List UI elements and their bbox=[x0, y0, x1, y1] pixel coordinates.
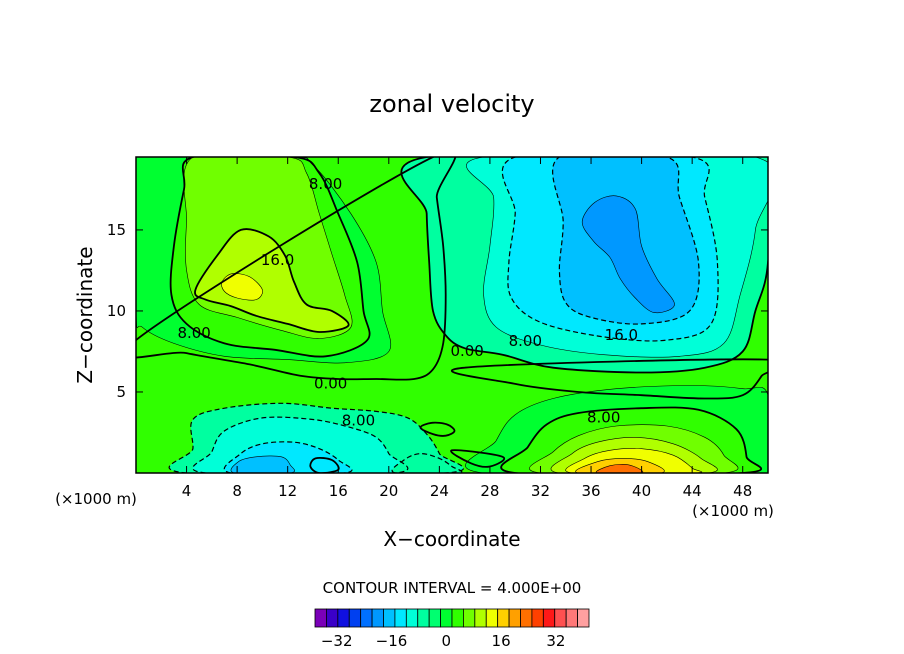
contour-label-5: 0.00 bbox=[450, 342, 483, 360]
colorbar-swatch-17 bbox=[508, 608, 521, 628]
contour-line-11 bbox=[595, 463, 644, 473]
colorbar-swatch-1 bbox=[326, 608, 339, 628]
colorbar-tick-label-0: −32 bbox=[321, 632, 353, 650]
colorbar-tick-label-1: −16 bbox=[376, 632, 408, 650]
colorbar-swatch-16 bbox=[497, 608, 510, 628]
contour-field bbox=[136, 157, 768, 473]
colorbar-tick-label-3: 16 bbox=[492, 632, 511, 650]
contour-line-26 bbox=[309, 457, 340, 473]
contour-line-3 bbox=[194, 228, 350, 333]
contour-line-23 bbox=[451, 358, 768, 400]
colorbar-swatch-3 bbox=[348, 608, 362, 628]
colorbar-swatch-22 bbox=[565, 608, 578, 628]
x-tick-label-9: 40 bbox=[632, 482, 651, 500]
x-tick-label-0: 4 bbox=[182, 482, 192, 500]
contour-label-8: 8.00 bbox=[587, 408, 620, 426]
y-tick-label-0: 5 bbox=[116, 383, 126, 401]
x-tick-label-10: 44 bbox=[683, 482, 702, 500]
contour-line-1 bbox=[169, 157, 371, 358]
x-tick-label-7: 32 bbox=[531, 482, 550, 500]
colorbar-swatch-6 bbox=[383, 608, 396, 628]
colorbar-swatch-5 bbox=[371, 608, 384, 628]
contour-line-4 bbox=[221, 273, 263, 301]
colorbar-tick-label-2: 0 bbox=[442, 632, 452, 650]
contour-label-0: 8.00 bbox=[309, 175, 342, 193]
colorbar-swatch-4 bbox=[360, 608, 373, 628]
colorbar-swatch-14 bbox=[474, 608, 487, 628]
colorbar-swatch-8 bbox=[405, 608, 419, 628]
x-axis-label: X−coordinate bbox=[383, 527, 520, 551]
colorbar-swatch-15 bbox=[485, 608, 499, 628]
contour-line-16 bbox=[581, 195, 675, 314]
colorbar-swatch-2 bbox=[337, 608, 350, 628]
colorbar-swatch-20 bbox=[542, 608, 556, 628]
colorbar-swatch-18 bbox=[520, 608, 533, 628]
x-tick-label-6: 28 bbox=[480, 482, 499, 500]
contour-line-8 bbox=[550, 436, 718, 473]
contour-line-20 bbox=[230, 455, 295, 473]
colorbar-swatch-11 bbox=[440, 608, 453, 628]
contour-line-10 bbox=[575, 458, 665, 473]
contour-label-4: 8.00 bbox=[342, 412, 375, 430]
contour-label-1: 16.0 bbox=[261, 251, 294, 269]
contour-label-3: 0.00 bbox=[314, 374, 347, 392]
contour-line-19 bbox=[223, 441, 353, 473]
contour-fill-4 bbox=[221, 273, 263, 301]
x-unit-label: (×1000 m) bbox=[55, 490, 137, 508]
contour-line-17 bbox=[168, 402, 465, 473]
colorbar-swatch-9 bbox=[417, 608, 430, 628]
contour-label-6: 8.00 bbox=[509, 332, 542, 350]
colorbar-swatch-23 bbox=[577, 608, 590, 628]
contour-line-6 bbox=[500, 406, 762, 473]
y-axis-label: Z−coordinate bbox=[73, 246, 97, 383]
contour-line-15 bbox=[552, 157, 700, 325]
x-tick-label-1: 8 bbox=[232, 482, 242, 500]
colorbar-swatch-7 bbox=[394, 608, 407, 628]
contour-label-7: 16.0 bbox=[605, 326, 638, 344]
colorbar-swatch-12 bbox=[451, 608, 464, 628]
contour-fill-16 bbox=[582, 195, 675, 313]
plot-frame bbox=[135, 156, 769, 474]
contour-line-21 bbox=[391, 452, 463, 473]
contour-line-2 bbox=[183, 157, 353, 339]
colorbar-swatch-21 bbox=[554, 608, 567, 628]
colorbar bbox=[314, 608, 590, 628]
x-unit-label-right: (×1000 m) bbox=[692, 502, 774, 520]
colorbar-swatch-0 bbox=[314, 608, 327, 628]
contour-line-13 bbox=[466, 157, 768, 358]
contour-line-24 bbox=[419, 421, 456, 437]
y-tick-label-1: 10 bbox=[107, 302, 126, 320]
x-tick-label-5: 24 bbox=[430, 482, 449, 500]
contour-fill-20 bbox=[231, 455, 295, 473]
colorbar-swatch-19 bbox=[531, 608, 544, 628]
contour-line-12 bbox=[400, 157, 768, 374]
y-tick-label-2: 15 bbox=[107, 221, 126, 239]
contour-line-5 bbox=[465, 385, 768, 473]
chart-title: zonal velocity bbox=[369, 90, 534, 118]
x-tick-label-4: 20 bbox=[379, 482, 398, 500]
x-tick-label-11: 48 bbox=[733, 482, 752, 500]
contour-label-2: 8.00 bbox=[177, 324, 210, 342]
contour-line-7 bbox=[529, 424, 739, 473]
colorbar-swatch-13 bbox=[463, 608, 476, 628]
colorbar-tick-label-4: 32 bbox=[546, 632, 565, 650]
x-tick-label-8: 36 bbox=[581, 482, 600, 500]
contour-fill-21 bbox=[392, 453, 462, 473]
contour-interval-label: CONTOUR INTERVAL = 4.000E+00 bbox=[323, 579, 582, 597]
contour-line-9 bbox=[565, 448, 703, 473]
colorbar-swatch-10 bbox=[428, 608, 441, 628]
x-tick-label-2: 12 bbox=[278, 482, 297, 500]
contour-line-22 bbox=[136, 157, 457, 381]
x-tick-label-3: 16 bbox=[329, 482, 348, 500]
